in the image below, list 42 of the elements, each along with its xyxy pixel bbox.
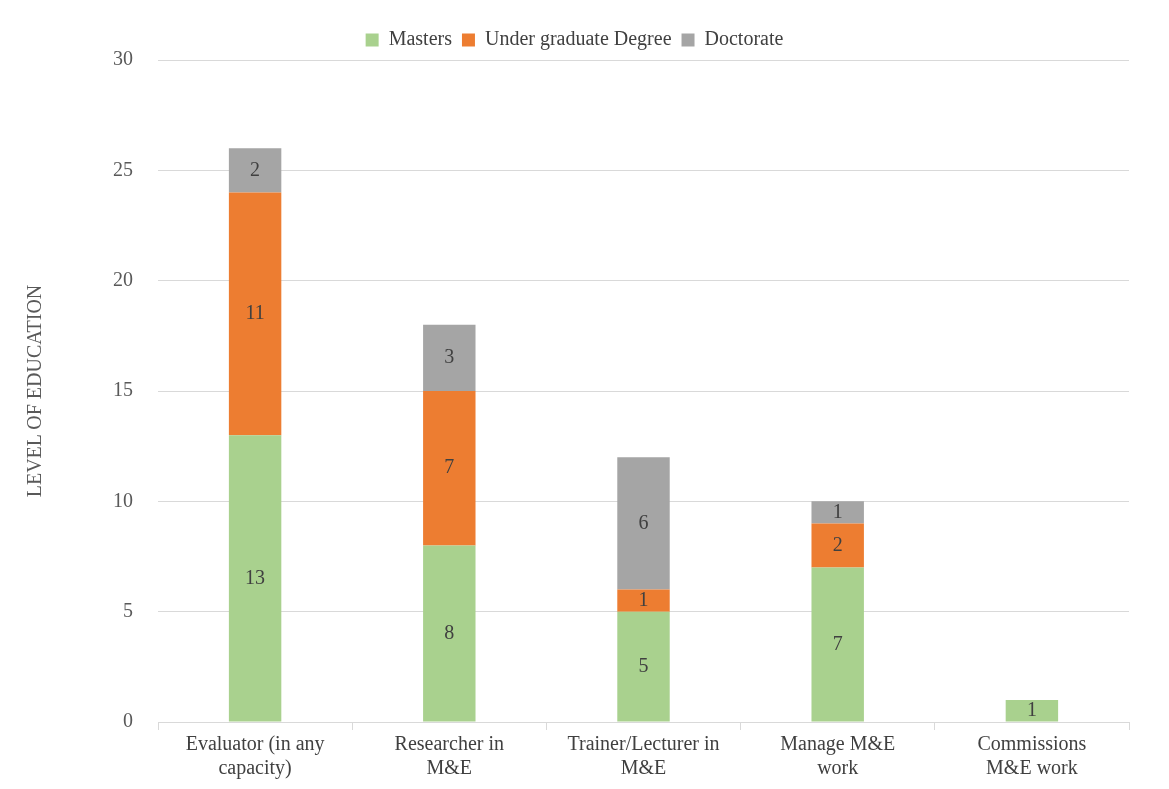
bar — [423, 545, 476, 722]
data-label: 8 — [444, 620, 455, 643]
bar — [228, 435, 282, 722]
data-label: 3 — [444, 345, 455, 368]
bar — [228, 192, 282, 436]
bar — [811, 567, 864, 722]
data-label: 6 — [638, 510, 649, 533]
bar — [617, 611, 670, 722]
x-tick-label: Trainer/Lecturer in M&E — [567, 732, 720, 779]
bar — [811, 501, 864, 524]
data-label: 1 — [832, 499, 843, 522]
y-tick-label: 15 — [113, 378, 133, 401]
y-tick-label: 10 — [113, 488, 133, 511]
y-tick-label: 20 — [113, 267, 133, 290]
x-tick-label: Manage M&E work — [780, 732, 896, 779]
legend-label: Masters — [388, 27, 453, 50]
data-label: 1 — [1026, 697, 1037, 720]
y-tick-label: 25 — [113, 157, 133, 180]
data-label: 7 — [832, 631, 843, 654]
legend-label: Under graduate Degree — [484, 27, 672, 51]
data-label: 2 — [832, 532, 843, 555]
bar — [423, 391, 476, 546]
data-label: 5 — [638, 653, 649, 676]
data-label: 7 — [444, 455, 455, 478]
bar — [811, 523, 864, 568]
x-tick-label: Commissions M&E work — [977, 732, 1087, 779]
y-tick-label: 0 — [123, 709, 133, 732]
bar — [228, 148, 282, 193]
data-label: 2 — [250, 157, 261, 180]
x-tick-label: Evaluator (in any capacity) — [185, 732, 325, 780]
y-axis-title: LEVEL OF EDUCATION — [23, 284, 46, 498]
bar — [1005, 699, 1059, 722]
x-tick-label: Researcher in M&E — [394, 732, 504, 779]
y-tick-label: 5 — [123, 598, 133, 621]
bar — [617, 589, 670, 612]
legend-label: Doctorate — [704, 27, 784, 50]
data-label: 1 — [638, 587, 649, 610]
data-label: 13 — [245, 565, 266, 588]
bar — [423, 324, 476, 391]
bar — [617, 457, 670, 590]
data-label: 11 — [245, 301, 265, 324]
y-tick-label: 30 — [113, 47, 133, 70]
